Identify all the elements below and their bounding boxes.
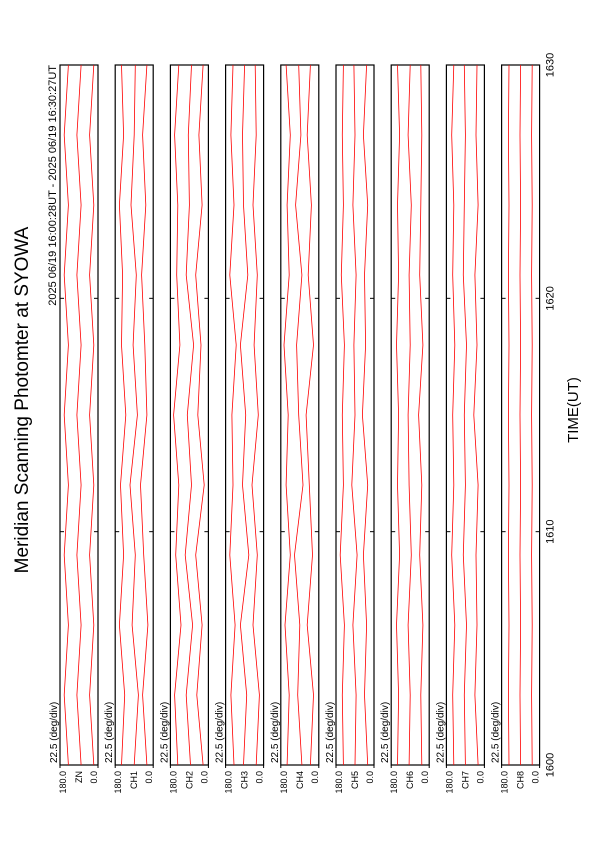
- y-tick-label: 0.0: [365, 771, 375, 784]
- trace: [118, 64, 127, 766]
- trace: [507, 64, 510, 766]
- scale-label: 22.5 (deg/div): [104, 702, 115, 763]
- panel-frame: [59, 64, 99, 766]
- y-tick-label: 180.0: [279, 771, 289, 794]
- channel-label: CH6: [405, 771, 415, 789]
- trace: [63, 64, 69, 766]
- trace: [129, 64, 139, 766]
- y-tick-label: 180.0: [500, 771, 510, 794]
- x-tick-label: 1600: [545, 753, 557, 777]
- y-tick-label: 0.0: [199, 771, 209, 784]
- chart-title: Meridian Scanning Photomter at SYOWA: [12, 226, 33, 573]
- x-axis-label: TIME(UT): [565, 377, 582, 443]
- scale-label: 22.5 (deg/div): [435, 702, 446, 763]
- trace: [519, 64, 521, 766]
- trace: [76, 64, 82, 766]
- trace: [361, 64, 369, 766]
- x-tick-label: 1610: [545, 519, 557, 543]
- y-tick-label: 0.0: [531, 771, 541, 784]
- trace: [251, 64, 260, 766]
- y-tick-label: 0.0: [475, 771, 485, 784]
- y-tick-label: 180.0: [58, 771, 68, 794]
- trace: [473, 64, 479, 766]
- trace: [339, 64, 345, 766]
- rotated-plot: Meridian Scanning Photomter at SYOWA 202…: [12, 53, 582, 794]
- scale-label: 22.5 (deg/div): [270, 702, 281, 763]
- y-tick-label: 180.0: [168, 771, 178, 794]
- trace: [451, 64, 456, 766]
- x-tick-label: 1630: [545, 53, 557, 77]
- scale-label: 22.5 (deg/div): [380, 702, 391, 763]
- trace: [407, 64, 412, 766]
- trace: [140, 64, 149, 766]
- subtitle: 2025 06/19 16:00:28UT - 2025 06/19 16:30…: [47, 65, 59, 306]
- trace: [305, 64, 314, 766]
- panel-frame: [169, 64, 209, 766]
- trace: [283, 64, 291, 766]
- trace: [184, 64, 195, 766]
- channel-label: CH7: [460, 771, 470, 789]
- y-tick-label: 180.0: [113, 771, 123, 794]
- channel-label: CH3: [240, 771, 250, 789]
- panel-frame: [390, 64, 430, 766]
- trace: [173, 64, 182, 766]
- y-tick-label: 0.0: [89, 771, 99, 784]
- trace: [396, 64, 401, 766]
- trace: [418, 64, 424, 766]
- y-tick-label: 0.0: [420, 771, 430, 784]
- y-tick-label: 180.0: [444, 771, 454, 794]
- y-tick-label: 180.0: [224, 771, 234, 794]
- trace: [462, 64, 467, 766]
- channel-label: CH4: [295, 771, 305, 789]
- y-tick-label: 0.0: [144, 771, 154, 784]
- trace: [239, 64, 250, 766]
- scale-label: 22.5 (deg/div): [215, 702, 226, 763]
- channel-label: ZN: [74, 771, 84, 783]
- channel-label: CH2: [184, 771, 194, 789]
- scale-label: 22.5 (deg/div): [49, 702, 60, 763]
- panel-frame: [280, 64, 320, 766]
- channel-label: CH8: [516, 771, 526, 789]
- y-tick-label: 180.0: [334, 771, 344, 794]
- trace: [294, 64, 304, 766]
- scale-label: 22.5 (deg/div): [491, 702, 502, 763]
- trace: [531, 64, 533, 766]
- channel-label: CH1: [129, 771, 139, 789]
- trace: [89, 64, 95, 766]
- trace: [195, 64, 205, 766]
- scale-label: 22.5 (deg/div): [159, 702, 170, 763]
- trace: [351, 64, 358, 766]
- x-tick-label: 1620: [545, 286, 557, 310]
- y-tick-label: 0.0: [310, 771, 320, 784]
- scale-label: 22.5 (deg/div): [325, 702, 336, 763]
- trace: [229, 64, 237, 766]
- panel-frame: [114, 64, 154, 766]
- channel-label: CH5: [350, 771, 360, 789]
- y-tick-label: 180.0: [389, 771, 399, 794]
- y-tick-label: 0.0: [255, 771, 265, 784]
